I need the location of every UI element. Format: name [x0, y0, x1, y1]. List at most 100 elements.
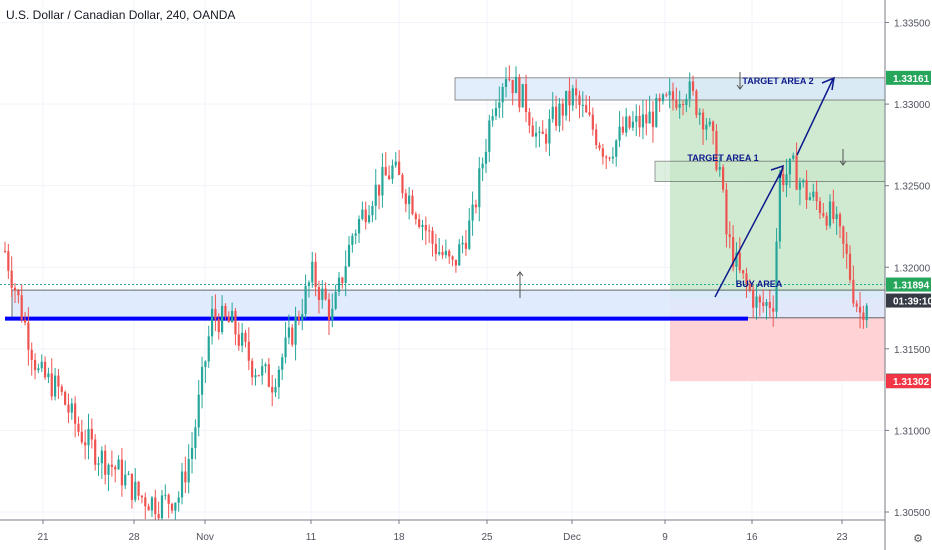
- candle-body: [468, 220, 471, 249]
- projection-arrow-1-head: [770, 164, 785, 179]
- y-tick-label: 1.31500: [894, 345, 931, 356]
- candle-body: [638, 116, 641, 128]
- x-tick-label: 11: [306, 532, 317, 543]
- candle-body: [848, 253, 852, 280]
- time-axis-bg: [0, 520, 932, 550]
- candle-body: [474, 204, 478, 208]
- candle-body: [7, 251, 10, 271]
- candle-body: [27, 322, 30, 350]
- candle-body: [745, 273, 748, 284]
- candle-body: [605, 156, 608, 158]
- candle-body: [561, 103, 564, 116]
- candle-body: [735, 252, 738, 267]
- candle-body: [207, 336, 210, 362]
- candle-body: [565, 90, 568, 116]
- candle-body: [117, 459, 120, 470]
- candle-body: [838, 214, 842, 227]
- candle-body: [651, 111, 655, 127]
- candle-body: [722, 167, 725, 190]
- candle-body: [441, 252, 444, 256]
- candle-body: [768, 302, 771, 309]
- entry-price-tag: 1.31894: [893, 281, 930, 292]
- candle-body: [711, 121, 715, 132]
- x-tick-label: 28: [128, 532, 140, 543]
- candle-body: [621, 126, 624, 133]
- candle-body: [311, 261, 314, 283]
- candle-body: [94, 439, 97, 465]
- candle-body: [728, 234, 731, 238]
- candle-body: [718, 167, 721, 170]
- candle-body: [678, 103, 681, 108]
- candle-body: [691, 81, 695, 91]
- candle-body: [671, 91, 675, 100]
- candle-body: [357, 218, 361, 234]
- candle-body: [655, 98, 658, 127]
- stop-price-tag-bg: [886, 374, 931, 389]
- candle-body: [244, 332, 247, 342]
- candle-body: [471, 204, 474, 221]
- candlestick-series: [3, 65, 868, 534]
- candle-body: [247, 341, 250, 361]
- candle-body: [261, 366, 264, 376]
- candle-body: [87, 428, 90, 446]
- candle-body: [802, 180, 805, 183]
- candle-body: [64, 391, 67, 405]
- candle-body: [124, 474, 127, 486]
- candle-body: [855, 303, 858, 307]
- candle-body: [388, 175, 391, 180]
- candle-body: [241, 332, 244, 346]
- candle-body: [414, 214, 417, 220]
- countdown-tag: 01:39:10: [893, 297, 932, 308]
- candle-body: [805, 180, 808, 201]
- candle-body: [434, 243, 437, 255]
- candle-body: [514, 76, 518, 94]
- candle-body: [177, 497, 180, 503]
- candle-body: [524, 84, 528, 113]
- candle-body: [351, 235, 354, 245]
- candle-body: [538, 131, 541, 133]
- candle-body: [147, 506, 150, 511]
- candle-body: [43, 361, 47, 378]
- candle-body: [484, 151, 488, 164]
- trade-zones: [0, 77, 886, 382]
- candle-body: [367, 215, 371, 223]
- candle-body: [615, 140, 618, 157]
- x-tick-label: 9: [662, 532, 668, 543]
- target-price-tag-bg: [886, 70, 931, 85]
- candle-body: [404, 193, 407, 205]
- candle-body: [33, 359, 37, 371]
- candle-body: [190, 447, 194, 459]
- candle-body: [154, 497, 157, 514]
- candle-body: [304, 285, 307, 314]
- candle-body: [518, 76, 521, 108]
- settings-gear-icon[interactable]: ⚙: [913, 532, 923, 545]
- candle-body: [200, 367, 204, 395]
- candle-body: [10, 270, 13, 288]
- candle-body: [458, 244, 461, 266]
- y-tick-label: 1.31000: [894, 426, 931, 437]
- candle-body: [327, 299, 331, 320]
- target-price-tag: 1.33161: [893, 74, 930, 85]
- candle-body: [374, 184, 377, 206]
- candle-body: [685, 98, 688, 106]
- candle-body: [70, 403, 73, 413]
- entry-price-tag-bg: [886, 277, 931, 292]
- candle-body: [384, 167, 387, 176]
- candle-body: [210, 308, 214, 337]
- candle-body: [732, 237, 735, 267]
- candle-body: [541, 131, 544, 134]
- candle-body: [398, 161, 401, 175]
- candle-body: [110, 464, 113, 468]
- candle-body: [808, 197, 812, 201]
- target-area-1-label: TARGET AREA 1: [687, 153, 758, 163]
- candle-body: [832, 201, 835, 220]
- candle-body: [194, 427, 197, 448]
- candle-body: [481, 163, 484, 169]
- candle-body: [661, 94, 665, 102]
- candle-body: [488, 120, 491, 152]
- candle-body: [701, 112, 705, 130]
- candle-body: [641, 114, 645, 128]
- candle-body: [575, 88, 578, 96]
